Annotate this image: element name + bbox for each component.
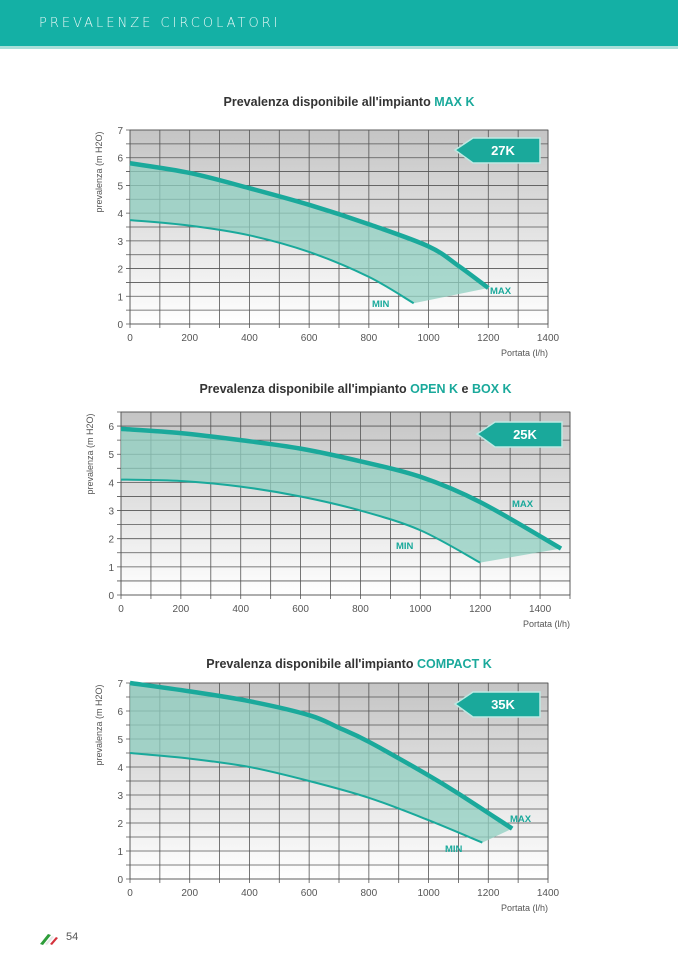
chart-title-part: COMPACT K — [417, 657, 492, 671]
y-axis-label: prevalenza (m H2O) — [85, 413, 95, 494]
x-tick-label: 800 — [352, 604, 369, 615]
x-tick-label: 1000 — [417, 888, 440, 899]
x-axis-label: Portata (l/h) — [523, 619, 570, 629]
y-tick-label: 4 — [108, 478, 114, 489]
x-tick-label: 400 — [241, 333, 258, 344]
y-tick-label: 2 — [117, 819, 123, 830]
y-tick-label: 0 — [117, 875, 123, 886]
x-tick-label: 400 — [232, 604, 249, 615]
series-min-line — [129, 219, 415, 305]
y-tick-label: 4 — [117, 209, 123, 220]
y-tick-label: 1 — [108, 563, 114, 574]
chart-title: Prevalenza disponibile all'impianto OPEN… — [199, 382, 511, 396]
x-tick-label: 600 — [301, 888, 318, 899]
x-tick-label: 800 — [361, 888, 378, 899]
series-label-min: MIN — [445, 844, 463, 855]
x-tick-label: 1200 — [469, 604, 492, 615]
chart-3: Prevalenza disponibile all'impianto COMP… — [94, 657, 560, 913]
x-tick-label: 0 — [127, 333, 133, 344]
model-badge-label: 35K — [491, 697, 515, 712]
y-tick-label: 5 — [117, 181, 123, 192]
series-max-line — [120, 426, 563, 551]
y-tick-label: 7 — [117, 679, 123, 690]
y-tick-label: 6 — [117, 707, 123, 718]
y-tick-label: 0 — [108, 591, 114, 602]
x-tick-label: 1200 — [477, 333, 500, 344]
x-tick-label: 800 — [361, 333, 378, 344]
operating-range-area — [121, 428, 562, 563]
y-tick-label: 1 — [117, 292, 123, 303]
chart-title-part: MAX K — [434, 95, 474, 109]
y-tick-label: 4 — [117, 763, 123, 774]
chart-title-part: Prevalenza disponibile all'impianto — [224, 95, 435, 109]
y-tick-label: 2 — [108, 535, 114, 546]
x-axis-label: Portata (l/h) — [501, 903, 548, 913]
x-axis-label: Portata (l/h) — [501, 348, 548, 358]
chart-title: Prevalenza disponibile all'impianto COMP… — [206, 657, 491, 671]
x-tick-label: 0 — [127, 888, 133, 899]
x-tick-label: 200 — [173, 604, 190, 615]
y-axis-label: prevalenza (m H2O) — [94, 131, 104, 212]
series-min-line — [129, 752, 483, 844]
series-label-min: MIN — [372, 299, 390, 310]
page-header: PREVALENZE CIRCOLATORI — [0, 0, 678, 49]
chart-title-part: OPEN K — [410, 382, 458, 396]
italy-flag-logo-icon — [40, 934, 58, 945]
y-tick-label: 1 — [117, 847, 123, 858]
model-badge-label: 27K — [491, 143, 515, 158]
series-label-min: MIN — [396, 541, 414, 552]
y-tick-label: 5 — [108, 450, 114, 461]
x-tick-label: 0 — [118, 604, 124, 615]
x-tick-label: 400 — [241, 888, 258, 899]
series-max-line — [129, 161, 490, 290]
series-label-max: MAX — [510, 814, 532, 825]
y-tick-label: 0 — [117, 320, 123, 331]
chart-1: Prevalenza disponibile all'impianto MAX … — [94, 95, 560, 358]
chart-title-part: BOX K — [472, 382, 512, 396]
y-tick-label: 7 — [117, 126, 123, 137]
y-tick-label: 3 — [108, 507, 114, 518]
y-tick-label: 5 — [117, 735, 123, 746]
model-badge-arrow-icon — [453, 137, 541, 164]
series-label-max: MAX — [512, 499, 534, 510]
chart-title: Prevalenza disponibile all'impianto MAX … — [224, 95, 475, 109]
model-badge-label: 25K — [513, 427, 537, 442]
x-tick-label: 200 — [181, 888, 198, 899]
chart-title-part: e — [458, 382, 472, 396]
y-tick-label: 2 — [117, 265, 123, 276]
x-tick-label: 1000 — [417, 333, 440, 344]
x-tick-label: 1400 — [537, 333, 560, 344]
model-badge-arrow-icon — [453, 691, 541, 718]
y-tick-label: 3 — [117, 237, 123, 248]
chart-title-part: Prevalenza disponibile all'impianto — [199, 382, 410, 396]
series-min-line — [120, 478, 481, 564]
chart-title-part: Prevalenza disponibile all'impianto — [206, 657, 417, 671]
y-axis-label: prevalenza (m H2O) — [94, 684, 104, 765]
operating-range-area — [130, 163, 489, 304]
y-tick-label: 6 — [108, 422, 114, 433]
y-tick-label: 3 — [117, 791, 123, 802]
page-number: 54 — [66, 931, 79, 943]
x-tick-label: 1400 — [537, 888, 560, 899]
header-title: PREVALENZE CIRCOLATORI — [39, 16, 281, 31]
x-tick-label: 1000 — [409, 604, 432, 615]
x-tick-label: 1400 — [529, 604, 552, 615]
x-tick-label: 600 — [301, 333, 318, 344]
operating-range-area — [130, 683, 513, 843]
chart-2: Prevalenza disponibile all'impianto OPEN… — [85, 382, 571, 629]
model-badge-arrow-icon — [475, 421, 563, 448]
x-tick-label: 200 — [181, 333, 198, 344]
series-label-max: MAX — [490, 286, 512, 297]
series-max-line — [129, 680, 514, 831]
y-tick-label: 6 — [117, 154, 123, 165]
x-tick-label: 1200 — [477, 888, 500, 899]
x-tick-label: 600 — [292, 604, 309, 615]
